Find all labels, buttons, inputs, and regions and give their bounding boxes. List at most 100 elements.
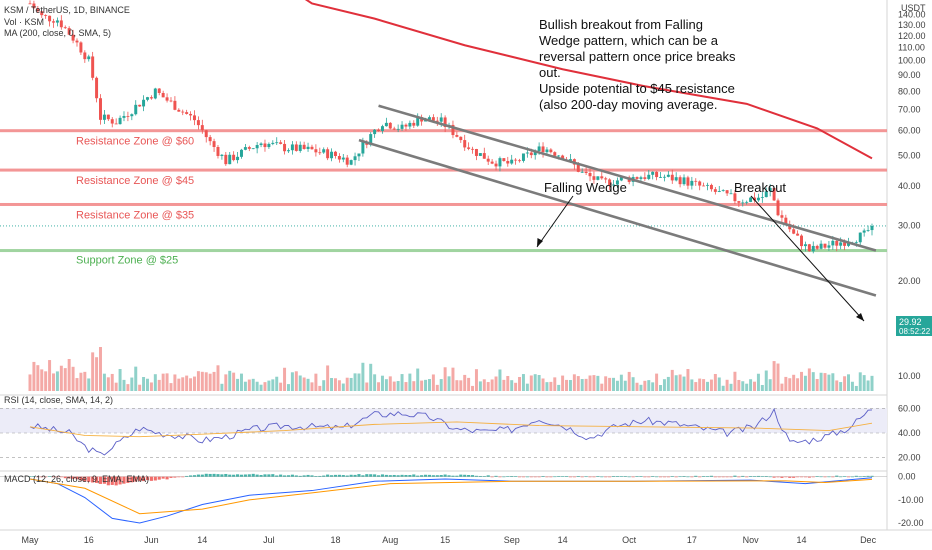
last-price-countdown: 08:52:22 [899, 327, 931, 336]
candle-body [588, 173, 592, 177]
macd-signal-line [29, 478, 873, 515]
macd-histogram-bar [478, 475, 482, 477]
macd-histogram-bar [611, 476, 616, 477]
volume-bar [608, 377, 612, 391]
candle-body [189, 113, 193, 116]
volume-bar [612, 377, 616, 391]
volume-bar [71, 366, 75, 391]
macd-histogram-bar [114, 476, 118, 486]
candle-body [337, 156, 341, 160]
volume-bar [576, 376, 580, 391]
macd-histogram-bar [866, 475, 870, 477]
volume-bar [647, 380, 651, 391]
macd-histogram-bar [200, 474, 204, 477]
macd-histogram-bar [455, 475, 459, 477]
macd-histogram-bar [647, 476, 651, 478]
macd-histogram-bar [185, 475, 189, 477]
candle-body [494, 163, 498, 167]
volume-bar [471, 385, 475, 391]
candle-body [259, 143, 263, 146]
volume-bar [655, 373, 659, 391]
macd-histogram-bar [427, 474, 432, 477]
macd-histogram-bar [702, 476, 706, 477]
volume-bar [674, 375, 678, 391]
candle-body [48, 15, 52, 22]
macd-histogram-bar [745, 476, 749, 478]
candle-body [232, 154, 236, 161]
candle-body [463, 140, 467, 148]
volume-bar [760, 384, 764, 391]
macd-histogram-bar [404, 474, 408, 477]
candle-body [130, 114, 134, 117]
volume-bar [631, 377, 635, 391]
macd-histogram-bar [608, 476, 612, 478]
candle-body [686, 177, 690, 186]
candle-body [690, 180, 694, 186]
volume-bar [819, 372, 823, 391]
volume-bar [643, 380, 647, 391]
macd-histogram-bar [130, 476, 134, 483]
volume-bar [369, 363, 373, 391]
volume-bar [91, 352, 95, 391]
candle-body [862, 230, 866, 233]
volume-bar [208, 373, 212, 391]
candle-body [612, 184, 616, 186]
last-price-value: 29.92 [899, 317, 922, 327]
candle-body [858, 232, 862, 243]
macd-histogram-bar [674, 476, 678, 478]
volume-bar [384, 379, 388, 391]
macd-histogram-bar [337, 474, 341, 477]
candle-body [275, 142, 279, 144]
time-tick-label: 14 [197, 535, 207, 545]
candle-body [79, 42, 83, 53]
volume-bar [572, 374, 576, 391]
candle-body [568, 159, 572, 161]
volume-bar [431, 374, 435, 391]
candle-body [772, 187, 776, 201]
macd-histogram-bar [752, 476, 757, 477]
macd-histogram-bar [83, 476, 87, 482]
volume-bar [236, 378, 240, 391]
macd-histogram-bar [541, 476, 545, 477]
candle-body [380, 126, 384, 131]
candle-body [294, 144, 298, 151]
volume-bar [768, 379, 772, 391]
volume-bar [365, 382, 369, 391]
volume-bar [545, 382, 549, 391]
volume-bar [224, 374, 228, 391]
volume-bar [549, 381, 553, 391]
volume-bar [725, 379, 729, 391]
volume-bar [455, 380, 459, 391]
candle-body [698, 181, 702, 186]
wedge-label: Falling Wedge [544, 180, 627, 195]
candle-body [239, 149, 243, 157]
volume-bar [212, 371, 216, 391]
macd-histogram-bar [737, 476, 741, 478]
candle-body [502, 158, 506, 162]
macd-histogram-bar [149, 476, 153, 481]
macd-histogram-bar [271, 474, 275, 477]
time-tick-label: Sep [504, 535, 520, 545]
candle-body [584, 171, 588, 174]
price-tick-label: 10.00 [898, 371, 921, 381]
candle-body [157, 88, 161, 93]
macd-histogram-bar [643, 476, 647, 478]
macd-histogram-bar [138, 476, 142, 481]
volume-bar [349, 377, 353, 391]
volume-bar [259, 384, 263, 391]
ma-legend: MA (200, close, 0, SMA, 5) [4, 28, 111, 38]
volume-bar [36, 365, 40, 391]
volume-bar [733, 371, 737, 391]
volume-bar [345, 377, 349, 391]
macd-histogram-bar [416, 475, 420, 477]
macd-histogram-bar [694, 475, 698, 477]
candle-body [659, 176, 663, 178]
volume-bar [306, 378, 310, 391]
volume-bar [134, 366, 138, 391]
candle-body [71, 34, 75, 41]
volume-bar [377, 382, 381, 391]
macd-histogram-bar [627, 476, 631, 478]
volume-bar [353, 373, 357, 391]
macd-histogram-bar [799, 476, 804, 478]
